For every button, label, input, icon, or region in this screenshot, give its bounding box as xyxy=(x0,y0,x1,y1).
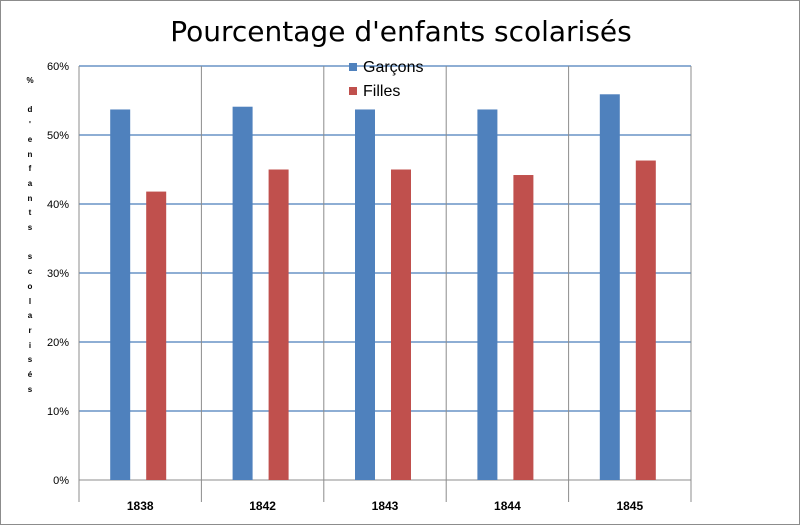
bar-garcons xyxy=(477,109,498,480)
bar-filles xyxy=(635,160,656,480)
y-tick-label: 0% xyxy=(53,475,69,487)
y-tick-label: 20% xyxy=(47,337,69,349)
bar-garcons xyxy=(110,109,131,480)
legend-label: Filles xyxy=(363,83,400,100)
chart-title: Pourcentage d'enfants scolarisés xyxy=(170,15,632,48)
x-tick-label: 1844 xyxy=(494,499,521,513)
bar-garcons xyxy=(355,109,375,480)
y-tick-label: 50% xyxy=(47,130,69,142)
legend-swatch xyxy=(349,63,357,71)
x-tick-label: 1845 xyxy=(616,499,643,513)
x-tick-label: 1838 xyxy=(127,499,154,513)
bar-filles xyxy=(268,169,289,480)
x-tick-label: 1842 xyxy=(249,499,276,513)
bar-filles xyxy=(391,169,411,480)
y-tick-label: 30% xyxy=(47,268,69,280)
y-tick-label: 60% xyxy=(47,61,69,73)
bar-garcons xyxy=(599,94,620,480)
bar-filles xyxy=(146,191,167,480)
legend-swatch xyxy=(349,87,357,95)
y-tick-label: 10% xyxy=(47,406,69,418)
x-tick-label: 1843 xyxy=(372,499,399,513)
y-tick-label: 40% xyxy=(47,199,69,211)
bar-garcons xyxy=(232,106,253,481)
bar-filles xyxy=(513,175,534,480)
legend-label: Garçons xyxy=(363,59,423,76)
